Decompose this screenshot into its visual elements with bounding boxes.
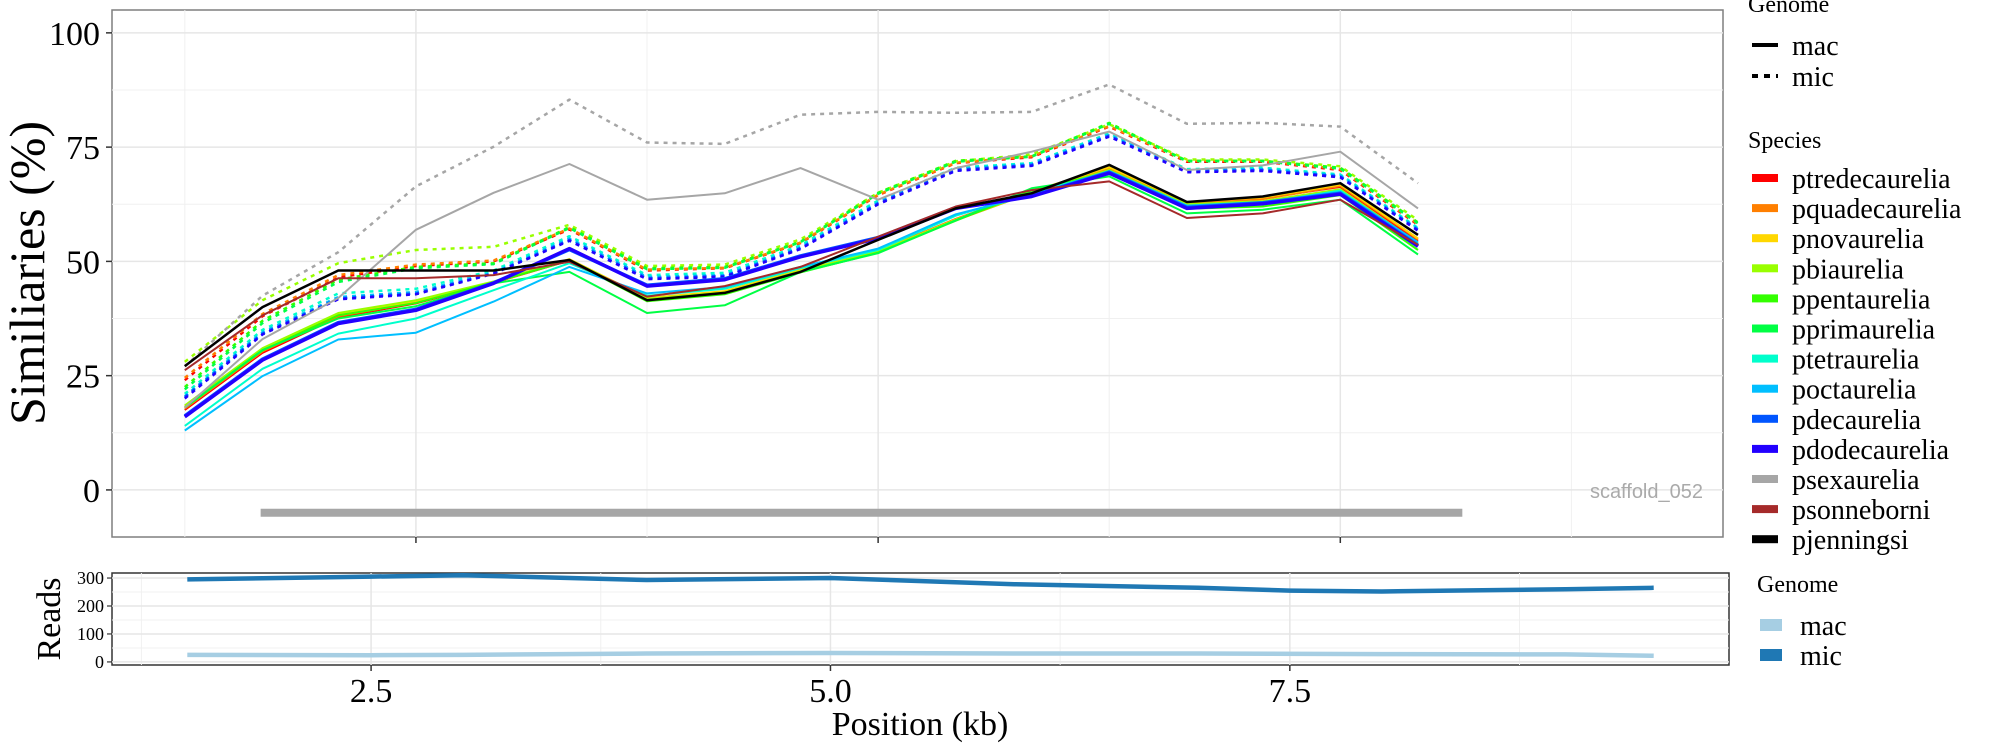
y-tick-label: 0 [95,652,104,672]
line-reads-mac [187,650,1654,659]
y-tick-label: 75 [66,130,100,167]
x-axis-label: Position (kb) [832,706,1009,743]
line-reads-mic [187,572,1654,594]
line-pjenningsi-mac [184,163,1419,368]
line-psonneborni-mac [184,180,1419,372]
similarity-lines [183,83,1463,517]
legend-species-label: ptredecaurelia [1792,164,1951,195]
legend-species-label: pprimaurelia [1792,315,1936,346]
line-pbiaurelia-mic [184,123,1419,363]
legend-species-label: pdecaurelia [1792,405,1922,436]
legend-swatch-pdodecaurelia [1752,444,1778,453]
reads-lines [187,572,1654,659]
legend-species-title: Species [1748,128,1821,154]
legend-genome-label: mac [1792,31,1839,62]
legend-swatch-ptetraurelia [1752,354,1778,363]
line-pdodecaurelia-mic [184,135,1419,400]
line-pquadecaurelia-mic [184,124,1419,379]
legend-reads-genome-title: Genome [1757,572,1838,598]
legend-genome-title: Genome [1748,0,1829,18]
legend-species-label: ptetraurelia [1792,345,1920,376]
legend-swatch-pquadecaurelia [1752,204,1778,213]
legend-swatch-reads-mac [1760,619,1782,631]
y-tick-label: 200 [77,596,104,616]
x-tick-label: 5.0 [809,673,852,710]
legend-swatch-pnovaurelia [1752,234,1778,243]
line-pdodecaurelia-mac [183,171,1419,419]
legend-species-label: pquadecaurelia [1792,194,1962,225]
legend-species-label: pbiaurelia [1792,254,1905,285]
line-psexaurelia-mac [184,130,1419,409]
y-tick-label: 100 [49,16,100,53]
x-tick-label: 2.5 [350,673,393,710]
legend-swatch-pprimaurelia [1752,324,1778,333]
similarity-panel-background [111,9,1724,538]
y-tick-label: 50 [66,244,100,281]
x-tick-label: 7.5 [1269,673,1312,710]
line-poctaurelia-mic [184,133,1419,398]
legend-swatch-ptredecaurelia [1752,174,1778,182]
legend-swatch-poctaurelia [1752,384,1778,393]
similarity-axis-ticks: 0 25 50 75 100 [49,16,1342,543]
reads-axis-ticks: 0 100 200 300 2.5 5.0 7.5 [77,568,1311,710]
y-axis-label-reads: Reads [31,577,68,660]
legend-swatch-pjenningsi [1752,535,1778,544]
legend-swatch-psexaurelia [1752,475,1778,483]
legend-species-label: psonneborni [1792,495,1931,526]
y-tick-label: 100 [77,624,104,644]
legend-species-label: ppentaurelia [1792,284,1931,315]
legend-species-label: psexaurelia [1792,465,1920,496]
legend-species-label: pdodecaurelia [1792,435,1950,466]
line-ptetraurelia-mic [184,132,1419,395]
y-tick-label: 25 [66,359,100,396]
legend-reads-label: mac [1800,611,1847,642]
y-tick-label: 0 [83,473,100,510]
reads-panel: 0 100 200 300 2.5 5.0 7.5 Reads Position (kb) [31,568,1730,743]
similarity-panel: 0 25 50 75 100 scaffold_052 Similiaries (%) [0,9,1724,543]
similarity-grid [112,10,1723,537]
legend-species-label: poctaurelia [1792,375,1917,406]
legend-species-label: pnovaurelia [1792,224,1925,255]
legend-swatch-psonneborni [1752,505,1778,514]
legend-swatch-reads-mic [1760,649,1782,661]
legend-species-label: pjenningsi [1792,525,1909,556]
legend-reads-label: mic [1800,641,1842,672]
line-psexaurelia-mic [183,83,1419,368]
legend-swatch-ppentaurelia [1752,294,1778,303]
legend-genome-label: mic [1792,62,1834,93]
legend-swatch-pdecaurelia [1752,414,1778,423]
scaffold-label: scaffold_052 [1590,481,1703,503]
y-tick-label: 300 [77,568,104,588]
legend-swatch-pbiaurelia [1752,264,1778,273]
y-axis-label-similarity: Similiaries (%) [0,121,55,425]
